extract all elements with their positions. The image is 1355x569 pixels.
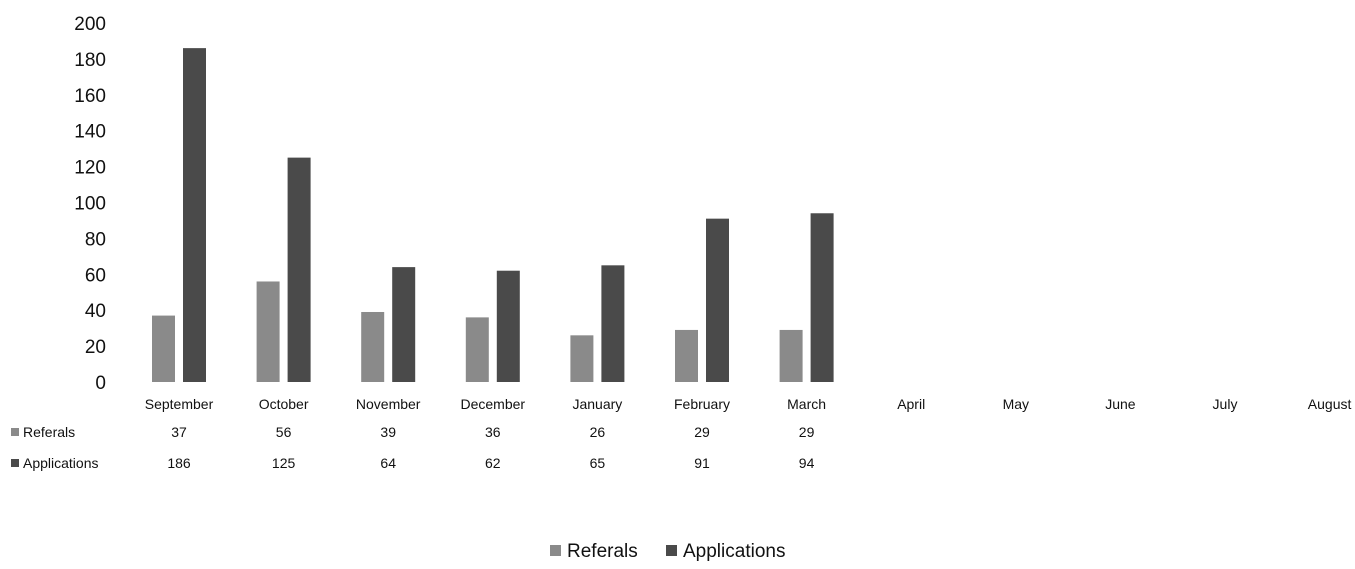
table-cell: 94 (799, 455, 815, 471)
table-cell: 65 (590, 455, 606, 471)
bar-applications-september (183, 48, 206, 382)
y-axis: 0 20 40 60 80 100 120 140 160 180 200 (74, 14, 106, 394)
table-cell: 56 (276, 424, 292, 440)
bar-applications-october (287, 157, 311, 382)
table-cell: 125 (272, 455, 296, 471)
x-tick-label: September (145, 396, 214, 412)
x-tick-label: February (674, 396, 730, 412)
x-tick-label: January (572, 396, 622, 412)
y-tick-label: 140 (74, 122, 106, 143)
bar-applications-december (496, 270, 520, 382)
x-tick-label: June (1105, 396, 1136, 412)
bar-referals-november (361, 311, 385, 382)
bar-referals-october (256, 281, 280, 382)
table-cell: 62 (485, 455, 501, 471)
bar-applications-march (810, 213, 834, 382)
table-legend-key (11, 428, 19, 436)
x-tick-label: August (1308, 396, 1352, 412)
bar-referals-march (779, 329, 803, 382)
y-tick-label: 80 (85, 229, 106, 250)
x-tick-label: July (1213, 396, 1238, 412)
table-row-label: Referals (23, 424, 75, 440)
y-tick-label: 120 (74, 158, 106, 179)
legend: Referals Applications (550, 541, 785, 562)
table-cell: 64 (380, 455, 396, 471)
table-cell: 37 (171, 424, 187, 440)
x-tick-label: April (897, 396, 925, 412)
table-row-label: Applications (23, 455, 99, 471)
legend-key (666, 545, 677, 556)
y-tick-label: 40 (85, 301, 106, 322)
table-cell: 29 (799, 424, 815, 440)
y-tick-label: 100 (74, 194, 106, 215)
x-tick-label: November (356, 396, 421, 412)
y-tick-label: 200 (74, 14, 106, 35)
table-cell: 91 (694, 455, 710, 471)
table-cell: 36 (485, 424, 501, 440)
table-cell: 39 (380, 424, 396, 440)
bar-referals-february (675, 329, 698, 382)
y-tick-label: 160 (74, 86, 106, 107)
bar-applications-february (706, 218, 729, 382)
x-tick-label: March (787, 396, 826, 412)
table-cell: 26 (590, 424, 606, 440)
x-tick-label: October (259, 396, 309, 412)
y-tick-label: 0 (95, 373, 106, 394)
table-cell: 186 (167, 455, 191, 471)
bars (152, 48, 834, 382)
y-tick-label: 20 (85, 337, 106, 358)
bar-applications-november (392, 267, 416, 382)
table-legend-key (11, 459, 19, 467)
y-tick-label: 60 (85, 265, 106, 286)
bar-applications-january (601, 265, 625, 382)
y-tick-label: 180 (74, 50, 106, 71)
x-tick-label: May (1003, 396, 1029, 412)
bar-referals-january (570, 335, 594, 382)
legend-key (550, 545, 561, 556)
x-tick-label: December (461, 396, 526, 412)
x-axis-labels: September October November December January F… (145, 396, 1352, 412)
legend-label: Applications (683, 541, 785, 562)
bar-referals-september (152, 315, 175, 382)
bar-referals-december (465, 317, 489, 382)
legend-label: Referals (567, 541, 638, 562)
table-cell: 29 (694, 424, 710, 440)
data-table: Referals 37 56 39 36 26 29 29 Applications 186 125… (11, 424, 815, 471)
